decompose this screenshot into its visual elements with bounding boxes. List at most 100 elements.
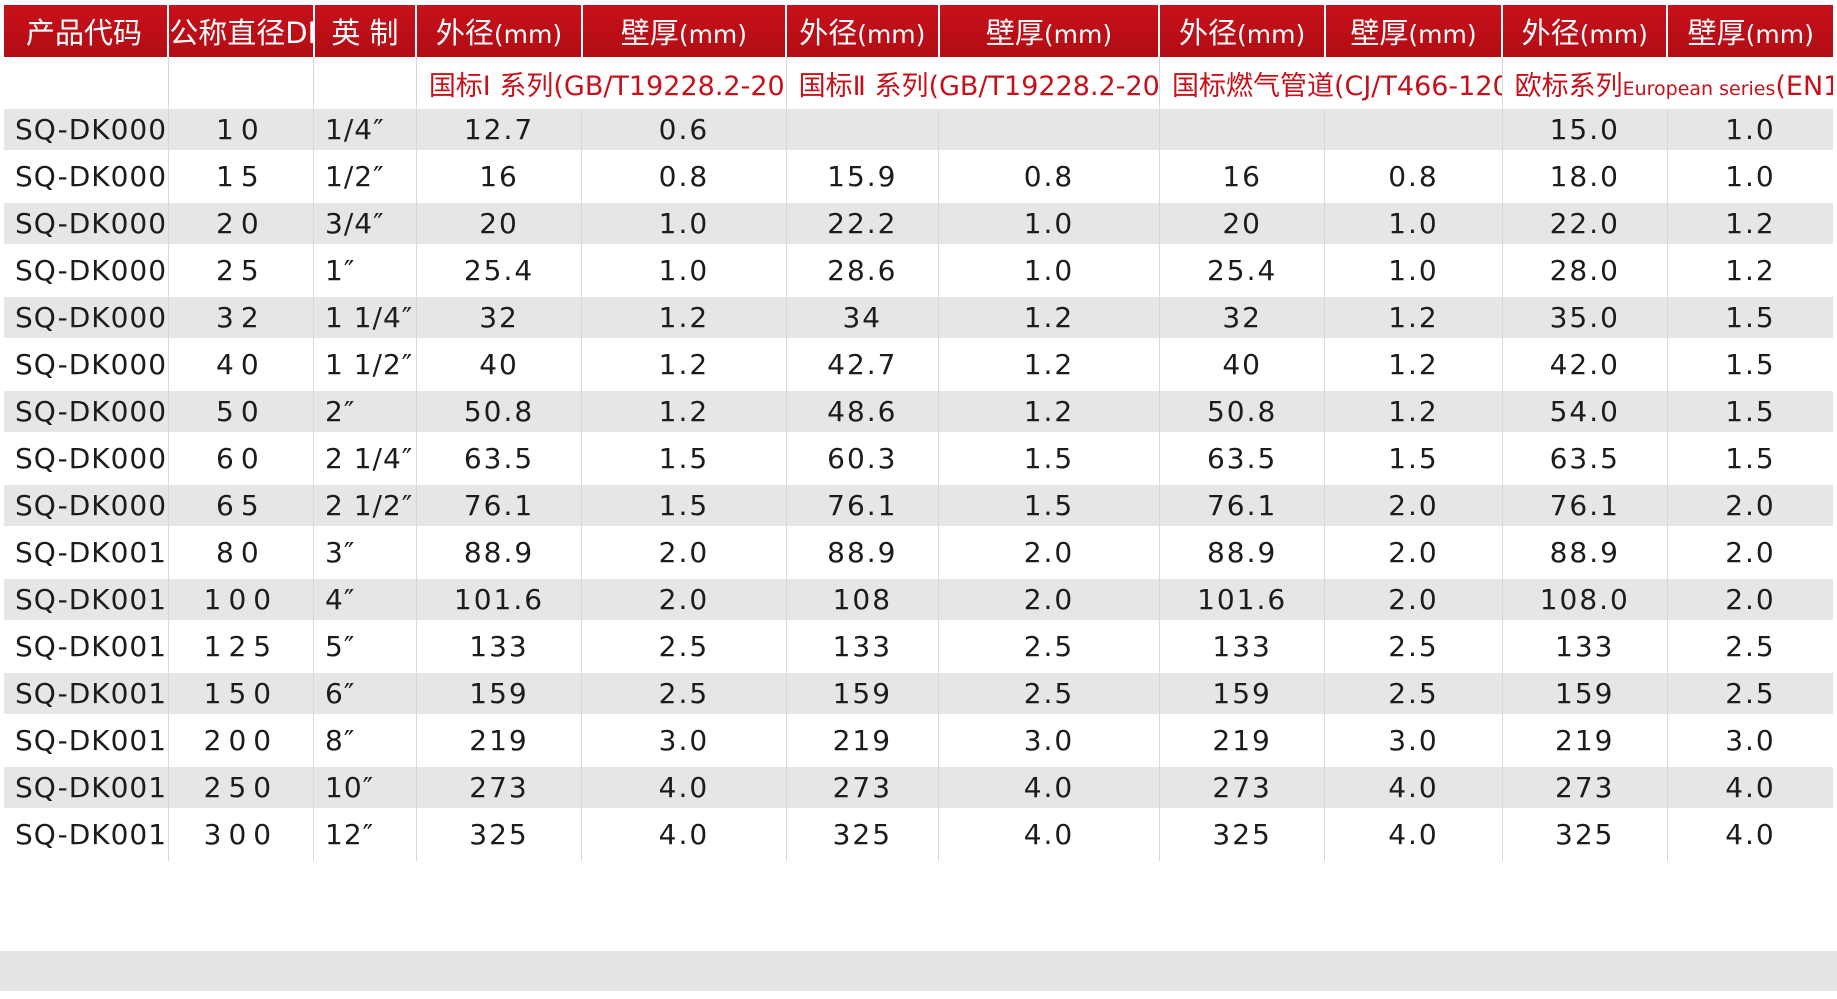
- gb1-outer-diameter-cell: 101.6: [416, 579, 583, 620]
- gb1-outer-diameter-cell: 32: [416, 297, 583, 338]
- eu-outer-diameter-cell: 273: [1502, 767, 1668, 808]
- eu-wall-thickness-cell: 1.5: [1667, 391, 1833, 432]
- gb1-outer-diameter-cell: 50.8: [416, 391, 583, 432]
- gas-outer-diameter-cell: 32: [1159, 297, 1326, 338]
- gas-wall-thickness-cell: 2.0: [1324, 526, 1503, 579]
- product-code-cell: SQ-DK0015: [4, 767, 169, 808]
- table-row: SQ-DK0007502″50.81.248.61.250.81.254.01.…: [4, 391, 1833, 432]
- gas-wall-thickness-cell: 4.0: [1324, 808, 1503, 861]
- eu-outer-diameter-cell: 15.0: [1502, 109, 1668, 150]
- gb1-outer-diameter-cell: 63.5: [416, 432, 583, 485]
- pipe-spec-sheet: 产品代码 公称直径DN 英 制 外径(mm) 壁厚(mm) 外径(mm) 壁厚(…: [4, 5, 1833, 861]
- eu-outer-diameter-cell: 88.9: [1502, 526, 1668, 579]
- header-od-label: 外径: [435, 16, 494, 50]
- eu-outer-diameter-cell: 22.0: [1502, 203, 1668, 244]
- header-unit: (mm): [493, 20, 563, 49]
- eu-wall-thickness-cell: 2.0: [1667, 579, 1833, 620]
- gas-outer-diameter-cell: 101.6: [1159, 579, 1326, 620]
- nominal-dn-cell: 125: [168, 620, 315, 673]
- gb1-wall-thickness-cell: 2.0: [581, 579, 787, 620]
- gb2-outer-diameter-cell: 60.3: [786, 432, 940, 485]
- eu-outer-diameter-cell: 325: [1502, 808, 1668, 861]
- nominal-dn-cell: 50: [168, 391, 315, 432]
- eu-wall-thickness-cell: 1.0: [1667, 109, 1833, 150]
- gb1-wall-thickness-cell: 0.6: [581, 109, 787, 150]
- header-gb2-outer-diameter: 外径(mm): [786, 5, 940, 57]
- nominal-dn-cell: 32: [168, 297, 315, 338]
- gb2-outer-diameter-cell: 48.6: [786, 391, 940, 432]
- gb1-outer-diameter-cell: 16: [416, 150, 583, 203]
- gb2-wall-thickness-cell: 1.2: [938, 338, 1160, 391]
- gas-outer-diameter-cell: 40: [1159, 338, 1326, 391]
- eu-wall-thickness-cell: 1.5: [1667, 297, 1833, 338]
- imperial-size-cell: 1/4″: [313, 109, 417, 150]
- gas-wall-thickness-cell: 1.2: [1324, 338, 1503, 391]
- gb2-wall-thickness-cell: [938, 109, 1160, 150]
- standards-blank-cell: [168, 57, 315, 109]
- gb1-outer-diameter-cell: 40: [416, 338, 583, 391]
- gb1-wall-thickness-cell: 4.0: [581, 767, 787, 808]
- gb1-outer-diameter-cell: 76.1: [416, 485, 583, 526]
- product-code-cell: SQ-DK0009: [4, 485, 169, 526]
- imperial-size-cell: 6″: [313, 673, 417, 714]
- nominal-dn-cell: 25: [168, 244, 315, 297]
- gb2-wall-thickness-cell: 3.0: [938, 714, 1160, 767]
- gas-wall-thickness-cell: 4.0: [1324, 767, 1503, 808]
- gas-wall-thickness-cell: 3.0: [1324, 714, 1503, 767]
- gb2-wall-thickness-cell: 2.5: [938, 620, 1160, 673]
- gb1-outer-diameter-cell: 20: [416, 203, 583, 244]
- imperial-size-cell: 12″: [313, 808, 417, 861]
- gas-outer-diameter-cell: [1159, 109, 1326, 150]
- standard-gb1: 国标Ⅰ 系列(GB/T19228.2-2011): [416, 57, 787, 109]
- header-gb1-wall-thickness: 壁厚(mm): [581, 5, 788, 57]
- eu-outer-diameter-cell: 28.0: [1502, 244, 1668, 297]
- header-wt-label: 壁厚: [1687, 16, 1746, 50]
- table-row: SQ-DK0008602 1/4″63.51.560.31.563.51.563…: [4, 432, 1833, 485]
- table-row: SQ-DK0006401 1/2″401.242.71.2401.242.01.…: [4, 338, 1833, 391]
- nominal-dn-cell: 80: [168, 526, 315, 579]
- gas-outer-diameter-cell: 273: [1159, 767, 1326, 808]
- gb2-outer-diameter-cell: 108: [786, 579, 940, 620]
- gb1-outer-diameter-cell: 325: [416, 808, 583, 861]
- imperial-size-cell: 3/4″: [313, 203, 417, 244]
- gb2-wall-thickness-cell: 1.0: [938, 203, 1160, 244]
- nominal-dn-cell: 100: [168, 579, 315, 620]
- gb1-outer-diameter-cell: 12.7: [416, 109, 583, 150]
- eu-wall-thickness-cell: 1.2: [1725, 254, 1776, 287]
- nominal-dn-cell: 40: [168, 338, 315, 391]
- gas-outer-diameter-cell: 16: [1159, 150, 1326, 203]
- eu-outer-diameter-cell: 63.5: [1502, 432, 1668, 485]
- gas-wall-thickness-cell: 0.8: [1324, 150, 1503, 203]
- nominal-dn-cell: 15: [168, 150, 315, 203]
- standard-eu-code: (EN10312): [1775, 70, 1833, 102]
- eu-wall-thickness-cell: 1.2: [1667, 203, 1833, 244]
- header-unit: (mm): [1043, 20, 1113, 49]
- table-row: SQ-DK0010803″88.92.088.92.088.92.088.92.…: [4, 526, 1833, 579]
- gas-wall-thickness-cell: 2.0: [1324, 579, 1503, 620]
- imperial-size-cell: 5″: [313, 620, 417, 673]
- gb2-outer-diameter-cell: [786, 109, 940, 150]
- imperial-size-cell: 2 1/4″: [313, 432, 417, 485]
- eu-outer-diameter-cell: 54.0: [1502, 391, 1668, 432]
- nominal-dn-cell: 150: [168, 673, 315, 714]
- gb2-outer-diameter-cell: 34: [786, 297, 940, 338]
- gas-wall-thickness-cell: 1.2: [1324, 297, 1503, 338]
- gb1-outer-diameter-cell: 159: [416, 673, 583, 714]
- nominal-dn-cell: 60: [168, 432, 315, 485]
- gb1-wall-thickness-cell: 2.5: [581, 673, 787, 714]
- header-row: 产品代码 公称直径DN 英 制 外径(mm) 壁厚(mm) 外径(mm) 壁厚(…: [4, 5, 1833, 57]
- gb1-wall-thickness-cell: 1.2: [581, 297, 787, 338]
- standard-eu-en: European series: [1622, 77, 1776, 100]
- header-unit: (mm): [857, 20, 926, 49]
- imperial-size-cell: 3″: [313, 526, 417, 579]
- eu-outer-diameter-cell: 108.0: [1502, 579, 1668, 620]
- gb2-wall-thickness-cell: 1.2: [938, 391, 1160, 432]
- product-code-cell: SQ-DK0007: [4, 391, 169, 432]
- imperial-size-cell: 8″: [313, 714, 417, 767]
